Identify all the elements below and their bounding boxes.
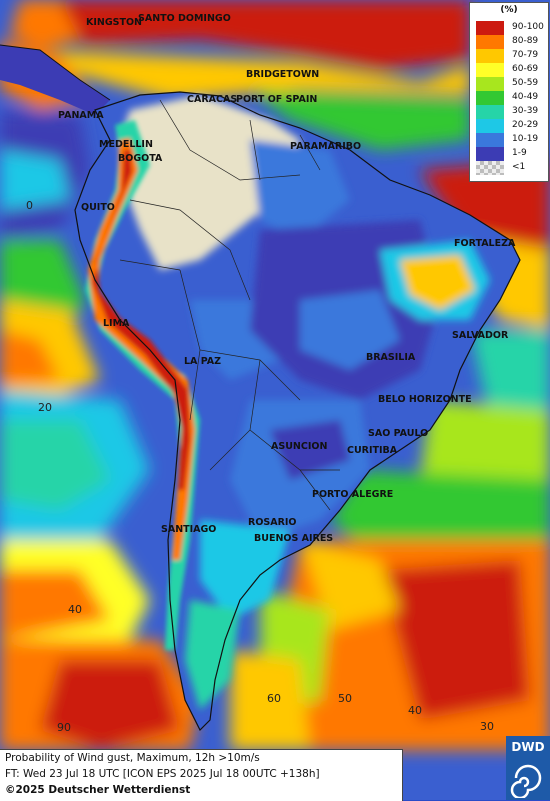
city-curitiba: CURITIBA [347,445,398,456]
lon-label-60: 60 [267,692,281,705]
land-probability-field [0,44,521,732]
legend-title: (%) [500,5,518,15]
legend-item: 80-89 [476,35,546,49]
city-medellin: MEDELLIN [99,139,153,150]
legend-item: 50-59 [476,77,546,91]
grid-labels: 0 20 40 90 60 50 40 30 [26,199,494,734]
city-paramaribo: PARAMARIBO [290,141,361,152]
legend-label: 80-89 [512,36,539,46]
city-la-paz: LA PAZ [184,356,221,367]
legend-label: 20-29 [512,120,539,130]
legend-item: 10-19 [476,133,546,147]
legend-swatch [476,119,504,133]
legend-item: 1-9 [476,147,546,161]
footer-caption: Probability of Wind gust, Maximum, 12h >… [0,749,403,801]
legend-label: 1-9 [512,148,527,158]
legend-swatch [476,49,504,63]
legend-label: 40-49 [512,92,539,102]
legend-label: 10-19 [512,134,539,144]
legend-label: 90-100 [512,22,544,32]
city-brasilia: BRASILIA [366,352,416,363]
legend-item: <1 [476,161,546,175]
swirl-icon [510,764,542,798]
legend-swatch [476,35,504,49]
city-port-of-spain: PORT OF SPAIN [236,94,317,105]
legend-swatch-checker [476,161,504,175]
city-bogota: BOGOTA [118,153,163,164]
city-rosario: ROSARIO [248,517,297,528]
legend-swatch [476,105,504,119]
footer-forecast-time: FT: Wed 23 Jul 18 UTC [ICON EPS 2025 Jul… [5,768,320,780]
city-sao-paulo: SAO PAULO [368,428,428,439]
dwd-logo: DWD [506,736,550,800]
city-kingston: KINGSTON [86,17,142,28]
dwd-logo-text: DWD [511,740,545,754]
city-bridgetown: BRIDGETOWN [246,69,319,80]
city-porto-alegre: PORTO ALEGRE [312,489,393,500]
city-salvador: SALVADOR [452,330,509,341]
legend-swatch [476,133,504,147]
legend-label: 60-69 [512,64,539,74]
city-caracas: CARACAS [187,94,237,105]
city-labels: KINGSTON SANTO DOMINGO BRIDGETOWN CARACA… [58,13,516,544]
legend: (%) 90-100 80-89 70-79 60-69 50-59 40-49… [469,2,549,182]
legend-item: 70-79 [476,49,546,63]
legend-item: 40-49 [476,91,546,105]
lat-label-0: 0 [26,199,33,212]
city-fortaleza: FORTALEZA [454,238,516,249]
legend-label: 50-59 [512,78,539,88]
lat-label-20: 20 [38,401,52,414]
lat-label-40: 40 [68,603,82,616]
legend-item: 90-100 [476,21,546,35]
footer-copyright: ©2025 Deutscher Wetterdienst [5,784,191,796]
lon-label-50: 50 [338,692,352,705]
legend-item: 30-39 [476,105,546,119]
legend-swatch [476,147,504,161]
legend-swatch [476,63,504,77]
legend-swatch [476,91,504,105]
lon-label-90: 90 [57,721,71,734]
city-belo-horizonte: BELO HORIZONTE [378,394,472,405]
legend-item: 60-69 [476,63,546,77]
lon-label-30: 30 [480,720,494,733]
city-buenos-aires: BUENOS AIRES [254,533,333,544]
legend-label: 30-39 [512,106,539,116]
legend-label: 70-79 [512,50,539,60]
city-panama: PANAMA [58,110,104,121]
legend-swatch [476,77,504,91]
city-quito: QUITO [81,202,115,213]
city-lima: LIMA [103,318,130,329]
city-santiago: SANTIAGO [161,524,216,535]
city-asuncion: ASUNCION [271,441,327,452]
lon-label-40: 40 [408,704,422,717]
legend-swatch [476,21,504,35]
legend-item: 20-29 [476,119,546,133]
city-santo-domingo: SANTO DOMINGO [138,13,231,24]
legend-label: <1 [512,162,526,172]
footer-product: Probability of Wind gust, Maximum, 12h >… [5,752,260,764]
